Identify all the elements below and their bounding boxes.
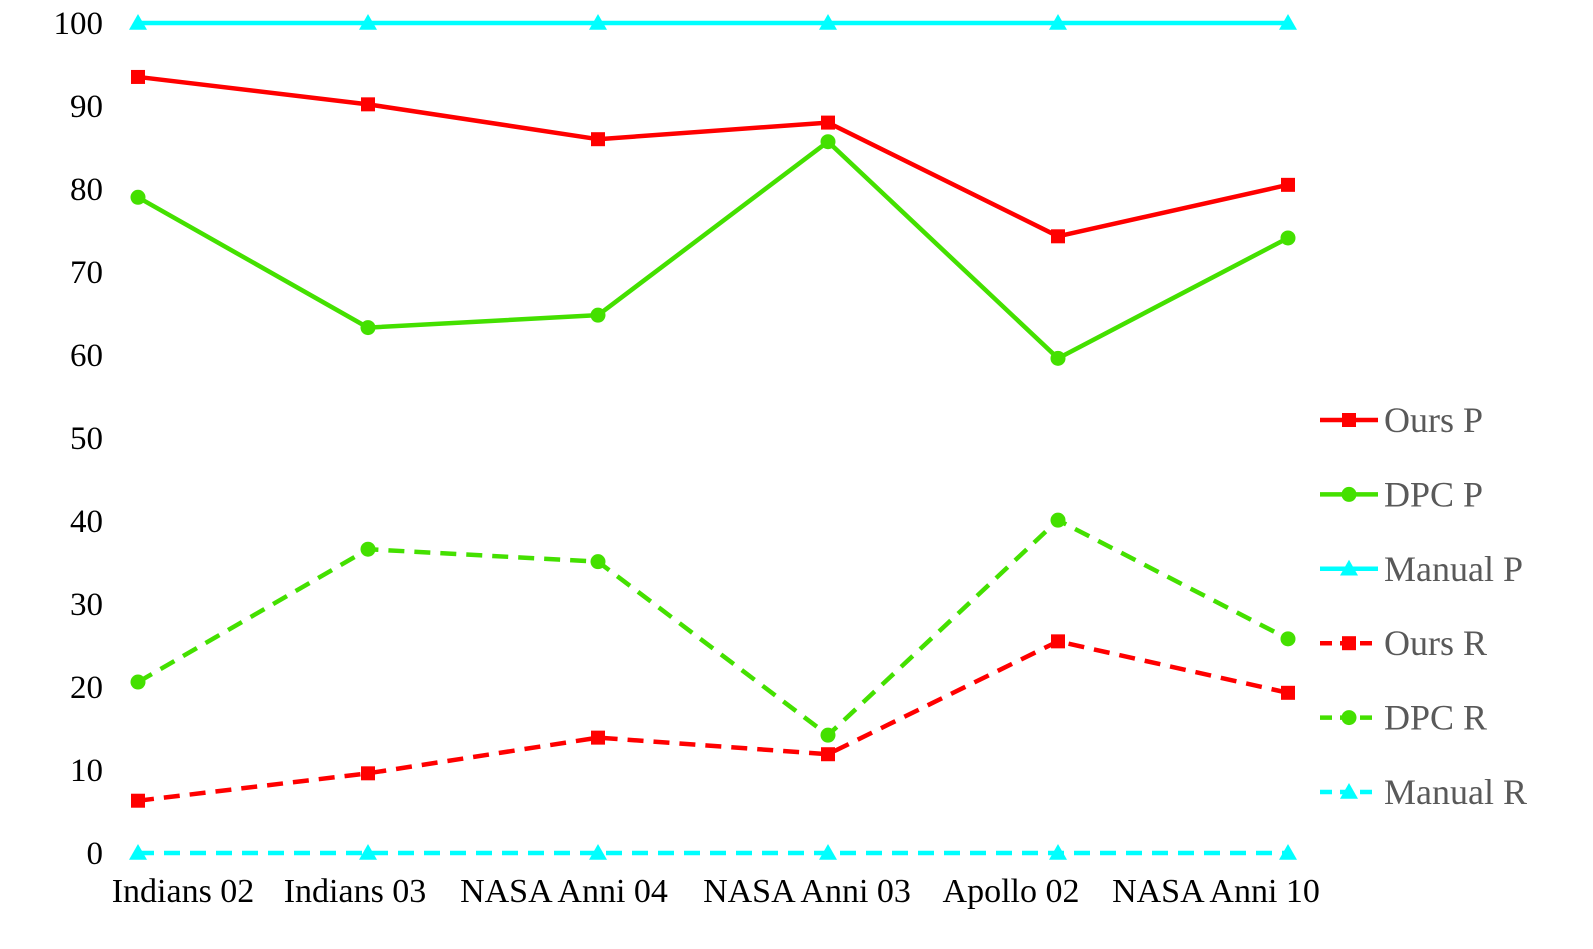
y-tick-label-60: 60 [70,338,103,374]
series-line-dpc-p [136,139,1290,361]
data-point-manual-r-nasa-anni-10 [1279,844,1297,860]
series-line-dpc-r [136,517,1290,738]
y-axis-ticks: 0 10 20 30 40 50 60 70 80 90 100 [54,6,104,872]
data-point-ours-p-nasa-anni-10 [1281,177,1295,192]
series-ours-p [131,69,1295,244]
series-ours-r [131,634,1295,808]
legend-label-dpc-r: DPC R [1384,698,1487,738]
series-dpc-p [130,134,1296,366]
legend-label-ours-p: Ours P [1384,400,1483,440]
x-category-label-nasa-anni-03: NASA Anni 03 [703,873,911,910]
y-tick-label-70: 70 [70,255,103,291]
legend-item-ours-p: Ours P [1320,400,1483,440]
legend-item-dpc-p: DPC P [1320,474,1483,514]
data-point-manual-p-nasa-anni-03 [819,14,837,30]
series-line-ours-p [137,74,1289,239]
series-dpc-r [130,512,1296,743]
data-point-dpc-p-indians-03 [360,320,376,336]
data-point-dpc-p-nasa-anni-10 [1280,230,1296,246]
data-point-dpc-r-indians-03 [360,541,376,557]
data-point-dpc-r-indians-02 [130,674,146,690]
data-point-ours-r-nasa-anni-04 [591,730,605,745]
legend-marker-ours-r [1342,636,1356,651]
data-point-manual-r-apollo-02 [1049,844,1067,860]
data-point-ours-r-nasa-anni-03 [821,747,835,762]
data-point-ours-r-indians-02 [131,793,145,808]
series-manual-r [129,844,1297,860]
legend-marker-ours-p [1342,413,1356,427]
legend-item-manual-p: Manual P [1320,549,1523,589]
data-point-ours-p-nasa-anni-03 [821,115,835,130]
data-point-manual-p-apollo-02 [1049,14,1067,30]
y-tick-label-50: 50 [70,421,103,457]
data-point-manual-p-indians-02 [129,14,147,30]
data-point-manual-p-nasa-anni-04 [589,14,607,30]
x-category-label-nasa-anni-10: NASA Anni 10 [1112,873,1320,910]
legend-label-dpc-p: DPC P [1384,474,1483,514]
legend-item-ours-r: Ours R [1320,623,1487,663]
legend-marker-manual-r [1340,783,1358,799]
legend-label-manual-p: Manual P [1384,549,1523,589]
data-point-dpc-r-nasa-anni-10 [1280,631,1296,647]
x-category-label-nasa-anni-04: NASA Anni 04 [460,873,668,910]
legend-label-manual-r: Manual R [1384,772,1527,812]
data-point-ours-p-indians-02 [131,69,145,84]
x-category-label-indians-03: Indians 03 [284,873,427,910]
y-tick-label-80: 80 [70,172,103,208]
x-category-label-indians-02: Indians 02 [112,873,255,910]
y-tick-label-20: 20 [70,670,103,706]
data-point-dpc-r-nasa-anni-03 [820,727,836,743]
data-point-manual-p-nasa-anni-10 [1279,14,1297,30]
data-point-ours-p-nasa-anni-04 [591,132,605,147]
y-tick-label-0: 0 [87,836,104,872]
data-point-ours-r-nasa-anni-10 [1281,685,1295,700]
data-point-dpc-r-nasa-anni-04 [590,554,606,570]
data-point-dpc-p-nasa-anni-04 [590,307,606,323]
data-point-ours-p-indians-03 [361,97,375,112]
series-line-ours-r [137,639,1289,803]
data-point-ours-p-apollo-02 [1051,229,1065,244]
y-tick-label-90: 90 [70,89,103,125]
x-category-label-apollo-02: Apollo 02 [943,873,1080,910]
legend-marker-manual-p [1340,559,1358,576]
data-point-ours-r-indians-03 [361,766,375,781]
y-tick-label-30: 30 [70,587,103,623]
legend: Ours P DPC P Manual P Ours R DPC R Manual R [1320,400,1527,812]
series-layer [129,14,1297,860]
data-point-dpc-p-indians-02 [130,189,146,205]
data-point-manual-r-indians-03 [359,844,377,860]
data-point-manual-r-nasa-anni-04 [589,844,607,860]
data-point-ours-r-apollo-02 [1051,634,1065,649]
data-point-dpc-p-apollo-02 [1050,350,1066,366]
legend-item-dpc-r: DPC R [1320,698,1487,738]
data-point-manual-r-nasa-anni-03 [819,844,837,860]
legend-marker-dpc-r [1341,710,1357,726]
data-point-dpc-p-nasa-anni-03 [820,134,836,150]
data-point-dpc-r-apollo-02 [1050,512,1066,528]
series-manual-p [129,14,1297,30]
y-tick-label-10: 10 [70,753,103,789]
data-point-manual-p-indians-03 [359,14,377,30]
data-point-manual-r-indians-02 [129,844,147,860]
legend-item-manual-r: Manual R [1320,772,1527,812]
x-axis-categories: Indians 02 Indians 03 NASA Anni 04 NASA Ann… [112,873,1320,910]
y-tick-label-40: 40 [70,504,103,540]
y-tick-label-100: 100 [54,6,104,42]
legend-label-ours-r: Ours R [1384,623,1487,663]
legend-marker-dpc-p [1341,486,1357,502]
